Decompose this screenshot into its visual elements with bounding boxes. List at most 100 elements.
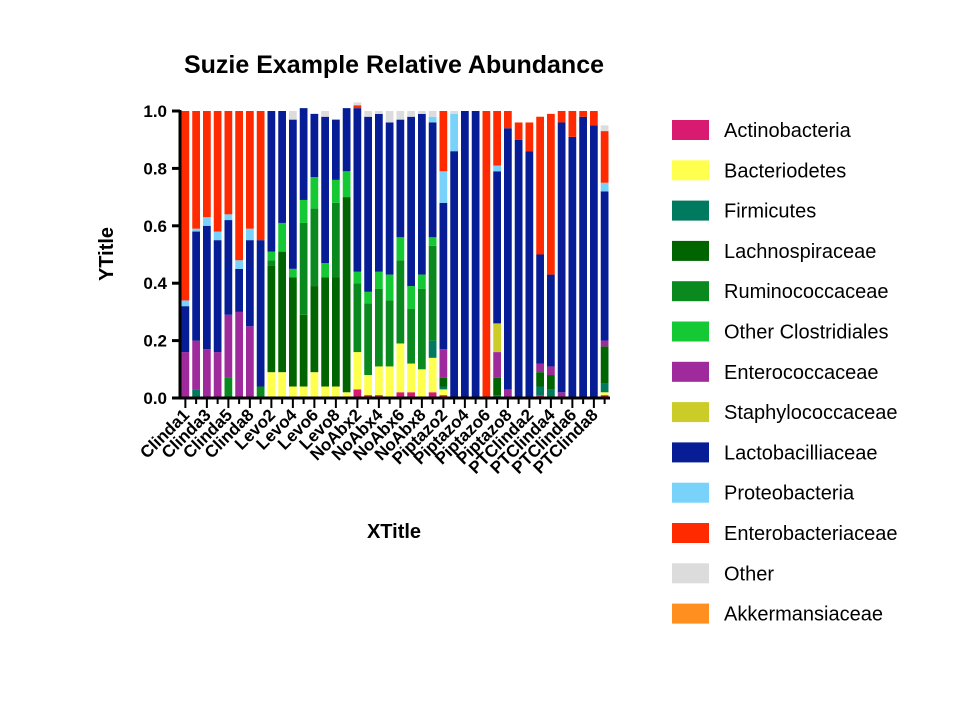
- bar-segment: [310, 372, 319, 398]
- bar-segment: [235, 311, 243, 398]
- bar-segment: [407, 111, 415, 117]
- bar-segment: [203, 111, 211, 218]
- legend-label: Other: [724, 563, 774, 585]
- bar-segment: [364, 375, 372, 396]
- bar-segment: [224, 111, 233, 215]
- bar-segment: [493, 171, 501, 324]
- y-tick-label: 0.8: [143, 159, 167, 178]
- legend-label: Enterobacteriaceae: [724, 523, 897, 545]
- y-tick-label: 0.4: [143, 274, 167, 293]
- legend-label: Lachnospiraceae: [724, 241, 876, 263]
- bar-segment: [213, 111, 222, 232]
- bar-segment: [321, 386, 329, 398]
- bar-segment: [213, 240, 222, 353]
- bar-segment: [514, 122, 523, 140]
- bar-segment: [396, 111, 405, 120]
- legend-label: Other Clostridiales: [724, 322, 889, 344]
- bar-segment: [321, 116, 329, 264]
- bar-segment: [439, 349, 448, 378]
- bar-segment: [428, 340, 437, 358]
- legend-swatch: [672, 281, 709, 302]
- bar-segment: [332, 179, 340, 203]
- x-axis-title: XTitle: [367, 521, 421, 543]
- bar-segment: [450, 111, 458, 114]
- bar-segment: [547, 375, 555, 390]
- bar-segment: [482, 111, 491, 398]
- bar-segment: [321, 111, 329, 117]
- bar-segment: [590, 111, 598, 126]
- bar-segment: [364, 291, 372, 304]
- bar-segment: [536, 254, 544, 364]
- bar-segment: [600, 346, 609, 384]
- bar-segment: [407, 392, 415, 398]
- legend-label: Bacteriodetes: [724, 160, 846, 182]
- bar-segment: [321, 277, 329, 387]
- bar-segment: [246, 111, 254, 229]
- bar-segment: [181, 306, 190, 353]
- bar-segment: [579, 116, 587, 399]
- bar-segment: [353, 283, 362, 353]
- bar-segment: [590, 125, 598, 398]
- bar-segment: [267, 265, 276, 373]
- bar-segment: [407, 309, 415, 364]
- bar-segment: [203, 225, 211, 350]
- bar-segment: [428, 122, 437, 238]
- bar-segment: [224, 214, 233, 221]
- bar-segment: [310, 113, 319, 178]
- legend-label: Proteobacteria: [724, 483, 855, 505]
- bar-segment: [493, 111, 501, 166]
- bar-segment: [289, 277, 297, 387]
- bar-segment: [385, 366, 394, 398]
- bar-segment: [235, 268, 243, 312]
- bar-segment: [375, 113, 383, 272]
- y-tick-label: 0.2: [143, 332, 167, 351]
- bar-segment: [310, 177, 319, 209]
- bar-segment: [493, 352, 501, 378]
- bar-segment: [493, 323, 501, 353]
- bar-segment: [525, 151, 534, 398]
- bar-segment: [536, 363, 544, 373]
- bar-segment: [439, 111, 448, 172]
- bar-segment: [235, 260, 243, 269]
- bar-segment: [289, 386, 297, 398]
- y-axis: 0.0 0.2 0.4 0.6 0.8 1.0: [143, 102, 182, 408]
- bar-segment: [181, 300, 190, 307]
- legend-label: Actinobacteria: [724, 120, 852, 142]
- bar-segment: [536, 372, 544, 387]
- bar-segment: [428, 116, 437, 123]
- legend: Actinobacteria Bacteriodetes Firmicutes Lac…: [672, 120, 897, 626]
- bar-segment: [267, 260, 276, 266]
- bar-segment: [299, 386, 308, 398]
- legend-swatch: [672, 442, 709, 463]
- bar-segment: [600, 131, 609, 183]
- legend-swatch: [672, 321, 709, 342]
- bar-segment: [310, 208, 319, 287]
- bar-segment: [353, 352, 362, 390]
- bar-segment: [224, 377, 233, 398]
- bar-segment: [246, 228, 254, 241]
- bar-segment: [278, 111, 286, 223]
- bar-segment: [428, 357, 437, 393]
- bar-segment: [461, 111, 469, 398]
- bar-segment: [600, 340, 609, 347]
- bar-segment: [289, 119, 297, 269]
- bar-segment: [213, 231, 222, 241]
- bar-segment: [396, 392, 405, 398]
- bar-segment: [375, 111, 383, 114]
- bar-segment: [289, 111, 297, 120]
- legend-swatch: [672, 160, 709, 181]
- legend-label: Enterococcaceae: [724, 362, 879, 384]
- bar-segment: [332, 386, 340, 398]
- bar-segment: [568, 136, 577, 398]
- bar-segment: [439, 202, 448, 350]
- bar-segment: [504, 111, 512, 129]
- bar-segment: [579, 111, 587, 117]
- legend-label: Akkermansiaceae: [724, 604, 883, 626]
- bar-segment: [493, 165, 501, 172]
- bar-segment: [332, 277, 340, 387]
- legend-label: Staphylococcaceae: [724, 402, 897, 424]
- bar-segment: [353, 108, 362, 272]
- bar-segment: [439, 377, 448, 387]
- bar-segment: [396, 343, 405, 393]
- bar-segment: [493, 377, 501, 396]
